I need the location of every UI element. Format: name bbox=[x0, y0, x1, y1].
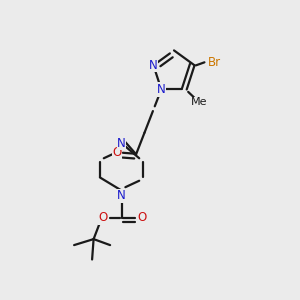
Text: O: O bbox=[99, 211, 108, 224]
Text: N: N bbox=[117, 136, 126, 150]
Text: O: O bbox=[112, 146, 122, 159]
Text: N: N bbox=[157, 83, 166, 96]
Text: N: N bbox=[117, 189, 126, 203]
Text: Br: Br bbox=[208, 56, 221, 69]
Text: Me: Me bbox=[190, 97, 207, 107]
Text: O: O bbox=[137, 211, 146, 224]
Text: N: N bbox=[149, 59, 158, 72]
